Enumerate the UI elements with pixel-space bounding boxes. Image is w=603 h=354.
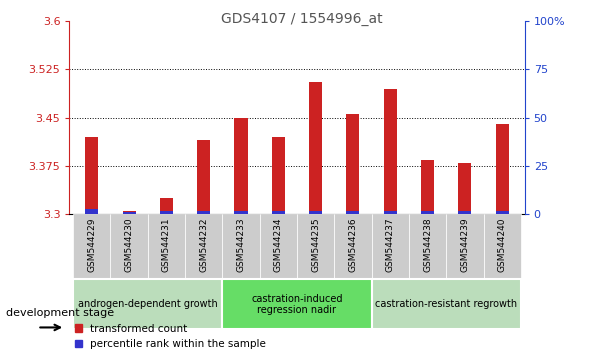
Text: GSM544237: GSM544237 <box>386 217 395 272</box>
Text: GSM544239: GSM544239 <box>461 217 469 272</box>
Bar <box>496 124 509 214</box>
FancyBboxPatch shape <box>223 214 260 278</box>
FancyBboxPatch shape <box>446 214 484 278</box>
Bar <box>85 209 98 214</box>
Bar <box>197 140 210 214</box>
Legend: transformed count, percentile rank within the sample: transformed count, percentile rank withi… <box>75 324 266 349</box>
FancyBboxPatch shape <box>223 280 371 329</box>
Text: GSM544230: GSM544230 <box>125 217 133 272</box>
Text: GSM544238: GSM544238 <box>423 217 432 272</box>
Text: GSM544240: GSM544240 <box>497 217 507 272</box>
FancyBboxPatch shape <box>297 214 334 278</box>
Text: development stage: development stage <box>6 308 114 318</box>
Bar <box>235 118 248 214</box>
Text: GSM544236: GSM544236 <box>349 217 358 272</box>
FancyBboxPatch shape <box>409 214 446 278</box>
Bar <box>122 212 136 214</box>
Text: GDS4107 / 1554996_at: GDS4107 / 1554996_at <box>221 12 382 27</box>
FancyBboxPatch shape <box>110 214 148 278</box>
Bar <box>458 211 472 214</box>
Text: GSM544232: GSM544232 <box>199 217 208 272</box>
Bar <box>272 137 285 214</box>
Bar <box>346 211 359 214</box>
Bar <box>384 89 397 214</box>
Bar <box>122 211 136 214</box>
Bar <box>421 211 434 214</box>
Text: androgen-dependent growth: androgen-dependent growth <box>78 299 218 309</box>
Bar <box>160 198 173 214</box>
Text: castration-resistant regrowth: castration-resistant regrowth <box>375 299 517 309</box>
FancyBboxPatch shape <box>371 214 409 278</box>
Bar <box>272 211 285 214</box>
Bar <box>421 160 434 214</box>
Text: GSM544233: GSM544233 <box>236 217 245 272</box>
FancyBboxPatch shape <box>484 214 521 278</box>
Text: GSM544231: GSM544231 <box>162 217 171 272</box>
Bar <box>85 137 98 214</box>
Text: GSM544235: GSM544235 <box>311 217 320 272</box>
FancyBboxPatch shape <box>185 214 223 278</box>
Text: GSM544229: GSM544229 <box>87 217 96 272</box>
Bar <box>197 211 210 214</box>
Text: castration-induced
regression nadir: castration-induced regression nadir <box>251 293 343 315</box>
Bar <box>458 163 472 214</box>
FancyBboxPatch shape <box>148 214 185 278</box>
FancyBboxPatch shape <box>260 214 297 278</box>
Bar <box>346 114 359 214</box>
Bar <box>384 211 397 214</box>
Bar <box>235 211 248 214</box>
FancyBboxPatch shape <box>73 214 110 278</box>
Bar <box>496 211 509 214</box>
FancyBboxPatch shape <box>334 214 371 278</box>
Bar <box>309 82 322 214</box>
FancyBboxPatch shape <box>371 280 521 329</box>
FancyBboxPatch shape <box>73 280 223 329</box>
Text: GSM544234: GSM544234 <box>274 217 283 272</box>
Bar <box>309 211 322 214</box>
Bar <box>160 211 173 214</box>
